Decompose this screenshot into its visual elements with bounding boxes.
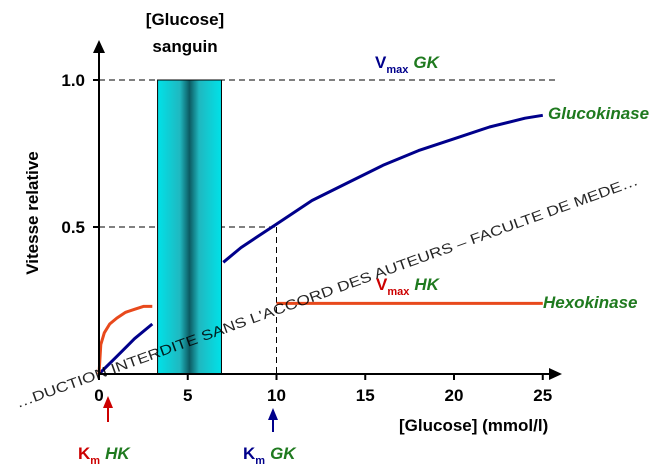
y-axis-label: Vitesse relative [23, 151, 42, 275]
y-axis-arrow [93, 40, 105, 53]
x-tick-label: 15 [356, 386, 375, 405]
km-hk-label: Km HK [78, 444, 131, 467]
x-tick-label: 20 [445, 386, 464, 405]
band-label-line1: [Glucose] [146, 10, 224, 29]
blood-glucose-band-group [157, 79, 222, 375]
watermark-text: …DUCTION INTERDITE SANS L'ACCORD DES AUT… [14, 172, 640, 411]
vmax-gk-label: Vmax GK [375, 53, 441, 76]
y-tick-label: 0.5 [61, 218, 85, 237]
glucokinase-label: Glucokinase [548, 104, 649, 123]
hexokinase-label: Hexokinase [543, 293, 638, 312]
blood-glucose-band [157, 79, 222, 375]
axes-group [93, 40, 562, 380]
x-axis-arrow [549, 368, 562, 380]
km-hk-arrow [103, 396, 113, 422]
band-label-line2: sanguin [152, 37, 217, 56]
x-tick-label: 25 [533, 386, 552, 405]
x-tick-label: 5 [183, 386, 192, 405]
ticks-group: 0 5 10 15 20 25 0.5 1.0 [61, 71, 552, 405]
guide-lines [99, 79, 559, 374]
x-axis-label: [Glucose] (mmol/l) [399, 416, 548, 435]
x-tick-label: 0 [94, 386, 103, 405]
x-tick-label: 10 [267, 386, 286, 405]
km-gk-label: Km GK [243, 444, 297, 467]
series-group [97, 113, 544, 376]
y-tick-label: 1.0 [61, 71, 85, 90]
vmax-hk-label: Vmax HK [376, 275, 441, 298]
hexokinase-curve [97, 301, 543, 375]
glucokinase-curve [97, 113, 544, 376]
km-gk-arrow [268, 408, 278, 432]
